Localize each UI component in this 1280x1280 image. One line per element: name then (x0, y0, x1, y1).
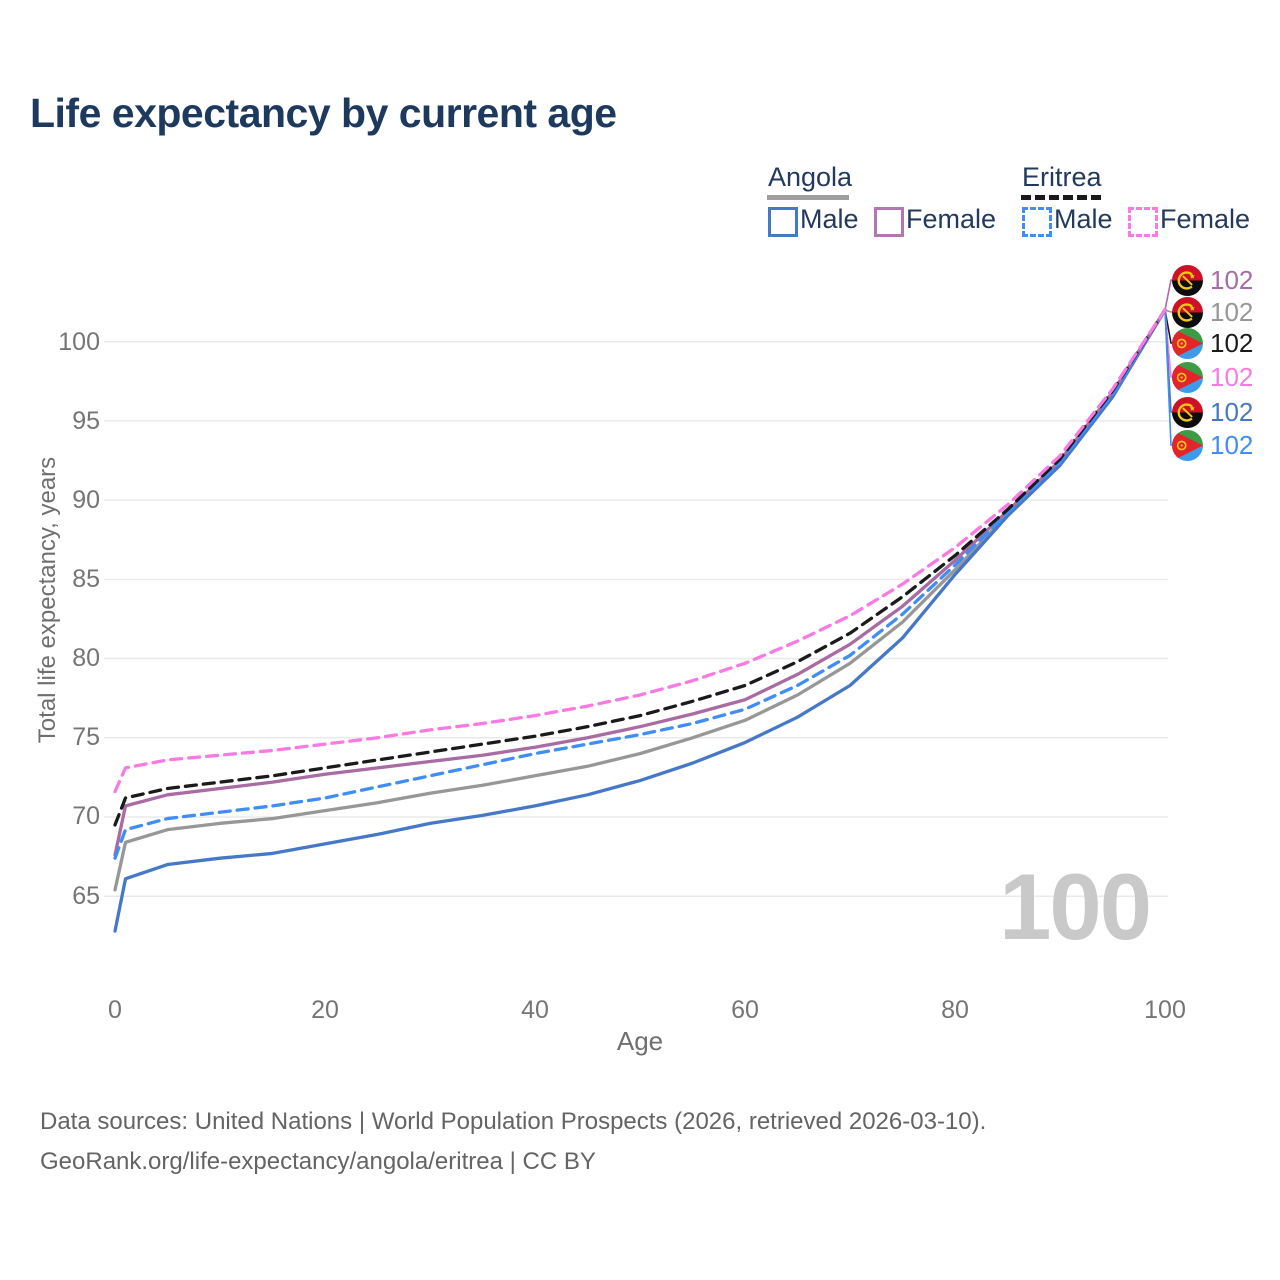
series-line-angola-male[interactable] (113, 308, 1167, 933)
legend-label-angola-male[interactable]: Male (800, 204, 859, 234)
end-label-eritrea-male: 102 (1172, 429, 1253, 461)
x-tick-100: 100 (1144, 996, 1186, 1024)
eritrea-flag-icon (1172, 429, 1203, 461)
end-value: 102 (1210, 265, 1254, 295)
legend-group-eritrea[interactable]: Eritrea (1022, 162, 1102, 192)
y-tick-90: 90 (72, 486, 100, 514)
end-value: 102 (1210, 362, 1254, 392)
legend-swatch-angola-male[interactable] (768, 207, 798, 237)
end-label-angola-female: 102 (1172, 264, 1253, 296)
x-tick-20: 20 (311, 996, 339, 1024)
end-label-angola-male: 102 (1172, 396, 1253, 428)
y-tick-80: 80 (72, 644, 100, 672)
end-label-angola-both: 102 (1172, 296, 1253, 328)
end-value: 102 (1210, 397, 1254, 427)
y-tick-70: 70 (72, 802, 100, 830)
legend-swatch-eritrea-female[interactable] (1128, 207, 1158, 237)
eritrea-flag-icon (1172, 327, 1203, 359)
angola-flag-icon (1172, 296, 1203, 328)
end-value: 102 (1210, 297, 1254, 327)
end-label-eritrea-both: 102 (1172, 327, 1253, 359)
legend-label-angola-female[interactable]: Female (906, 204, 997, 234)
legend-angola-underline (767, 195, 849, 200)
series-line-eritrea-both-sexes[interactable] (113, 308, 1167, 827)
end-label-eritrea-female: 102 (1172, 361, 1253, 393)
series-line-eritrea-female[interactable] (113, 308, 1167, 794)
end-value: 102 (1210, 328, 1254, 358)
legend-swatch-angola-female[interactable] (874, 207, 904, 237)
series-line-angola-female[interactable] (113, 308, 1167, 857)
x-tick-40: 40 (521, 996, 549, 1024)
legend-group-angola[interactable]: Angola (768, 162, 853, 192)
age-watermark: 100 (999, 854, 1152, 959)
legend-swatch-eritrea-male[interactable] (1022, 207, 1052, 237)
legend-label-eritrea-male[interactable]: Male (1054, 204, 1113, 234)
end-value: 102 (1210, 430, 1254, 460)
x-axis-title: Age (616, 1026, 664, 1056)
y-tick-65: 65 (72, 882, 100, 910)
legend-eritrea-underline (1021, 195, 1101, 200)
y-tick-95: 95 (72, 407, 100, 435)
x-tick-0: 0 (108, 996, 122, 1024)
angola-flag-icon (1172, 264, 1203, 296)
attribution-line: GeoRank.org/life-expectancy/angola/eritr… (40, 1148, 596, 1175)
y-tick-75: 75 (72, 723, 100, 751)
legend-label-eritrea-female[interactable]: Female (1160, 204, 1251, 234)
data-source-line: Data sources: United Nations | World Pop… (40, 1108, 987, 1135)
series-line-eritrea-male[interactable] (113, 308, 1167, 860)
eritrea-flag-icon (1172, 361, 1203, 393)
x-tick-80: 80 (941, 996, 969, 1024)
y-axis-title: Total life expectancy, years (34, 456, 61, 744)
series-line-angola-both-sexes[interactable] (113, 308, 1167, 892)
y-tick-100: 100 (58, 328, 100, 356)
angola-flag-icon (1172, 396, 1203, 428)
x-tick-60: 60 (731, 996, 759, 1024)
page-title: Life expectancy by current age (30, 90, 617, 136)
y-tick-85: 85 (72, 565, 100, 593)
